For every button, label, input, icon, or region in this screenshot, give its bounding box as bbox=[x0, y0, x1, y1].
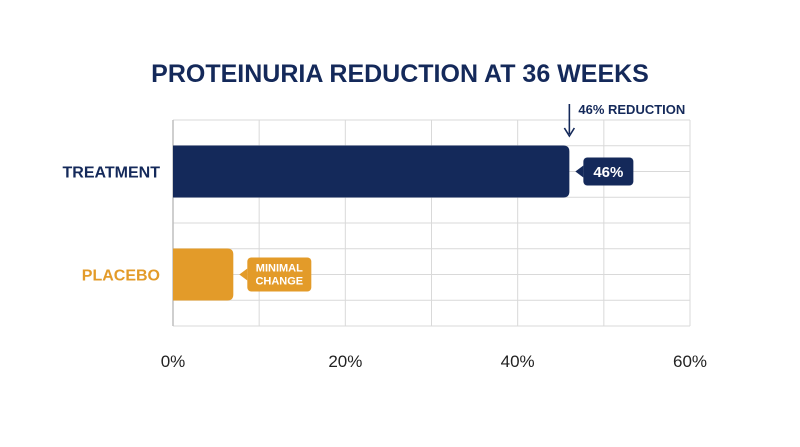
callout-box bbox=[583, 157, 634, 186]
x-tick-label: 60% bbox=[673, 352, 707, 371]
category-label: TREATMENT bbox=[63, 165, 161, 182]
annotation-text: 46% REDUCTION bbox=[578, 102, 685, 117]
category-label: PLACEBO bbox=[82, 268, 160, 285]
annotation-arrow-head bbox=[563, 127, 576, 138]
data-label: 46% bbox=[593, 164, 623, 181]
x-axis-ticks: 0% 20% 40% 60% bbox=[161, 352, 707, 371]
x-tick-label: 0% bbox=[161, 352, 186, 371]
bar-treatment bbox=[173, 145, 570, 198]
data-label: MINIMAL CHANGE bbox=[255, 263, 303, 288]
reduction-annotation: 46% REDUCTION bbox=[563, 102, 685, 138]
x-tick-label: 20% bbox=[328, 352, 362, 371]
bars: TREATMENT 46% PLACEBO MINIMAL CHANGE bbox=[63, 145, 634, 301]
bar-placebo bbox=[173, 248, 234, 301]
chart-title: PROTEINURIA REDUCTION AT 36 WEEKS bbox=[151, 60, 649, 88]
callout-box bbox=[247, 257, 312, 292]
callout-pointer bbox=[239, 268, 248, 281]
callout-pointer bbox=[575, 165, 584, 178]
x-tick-label: 40% bbox=[501, 352, 535, 371]
